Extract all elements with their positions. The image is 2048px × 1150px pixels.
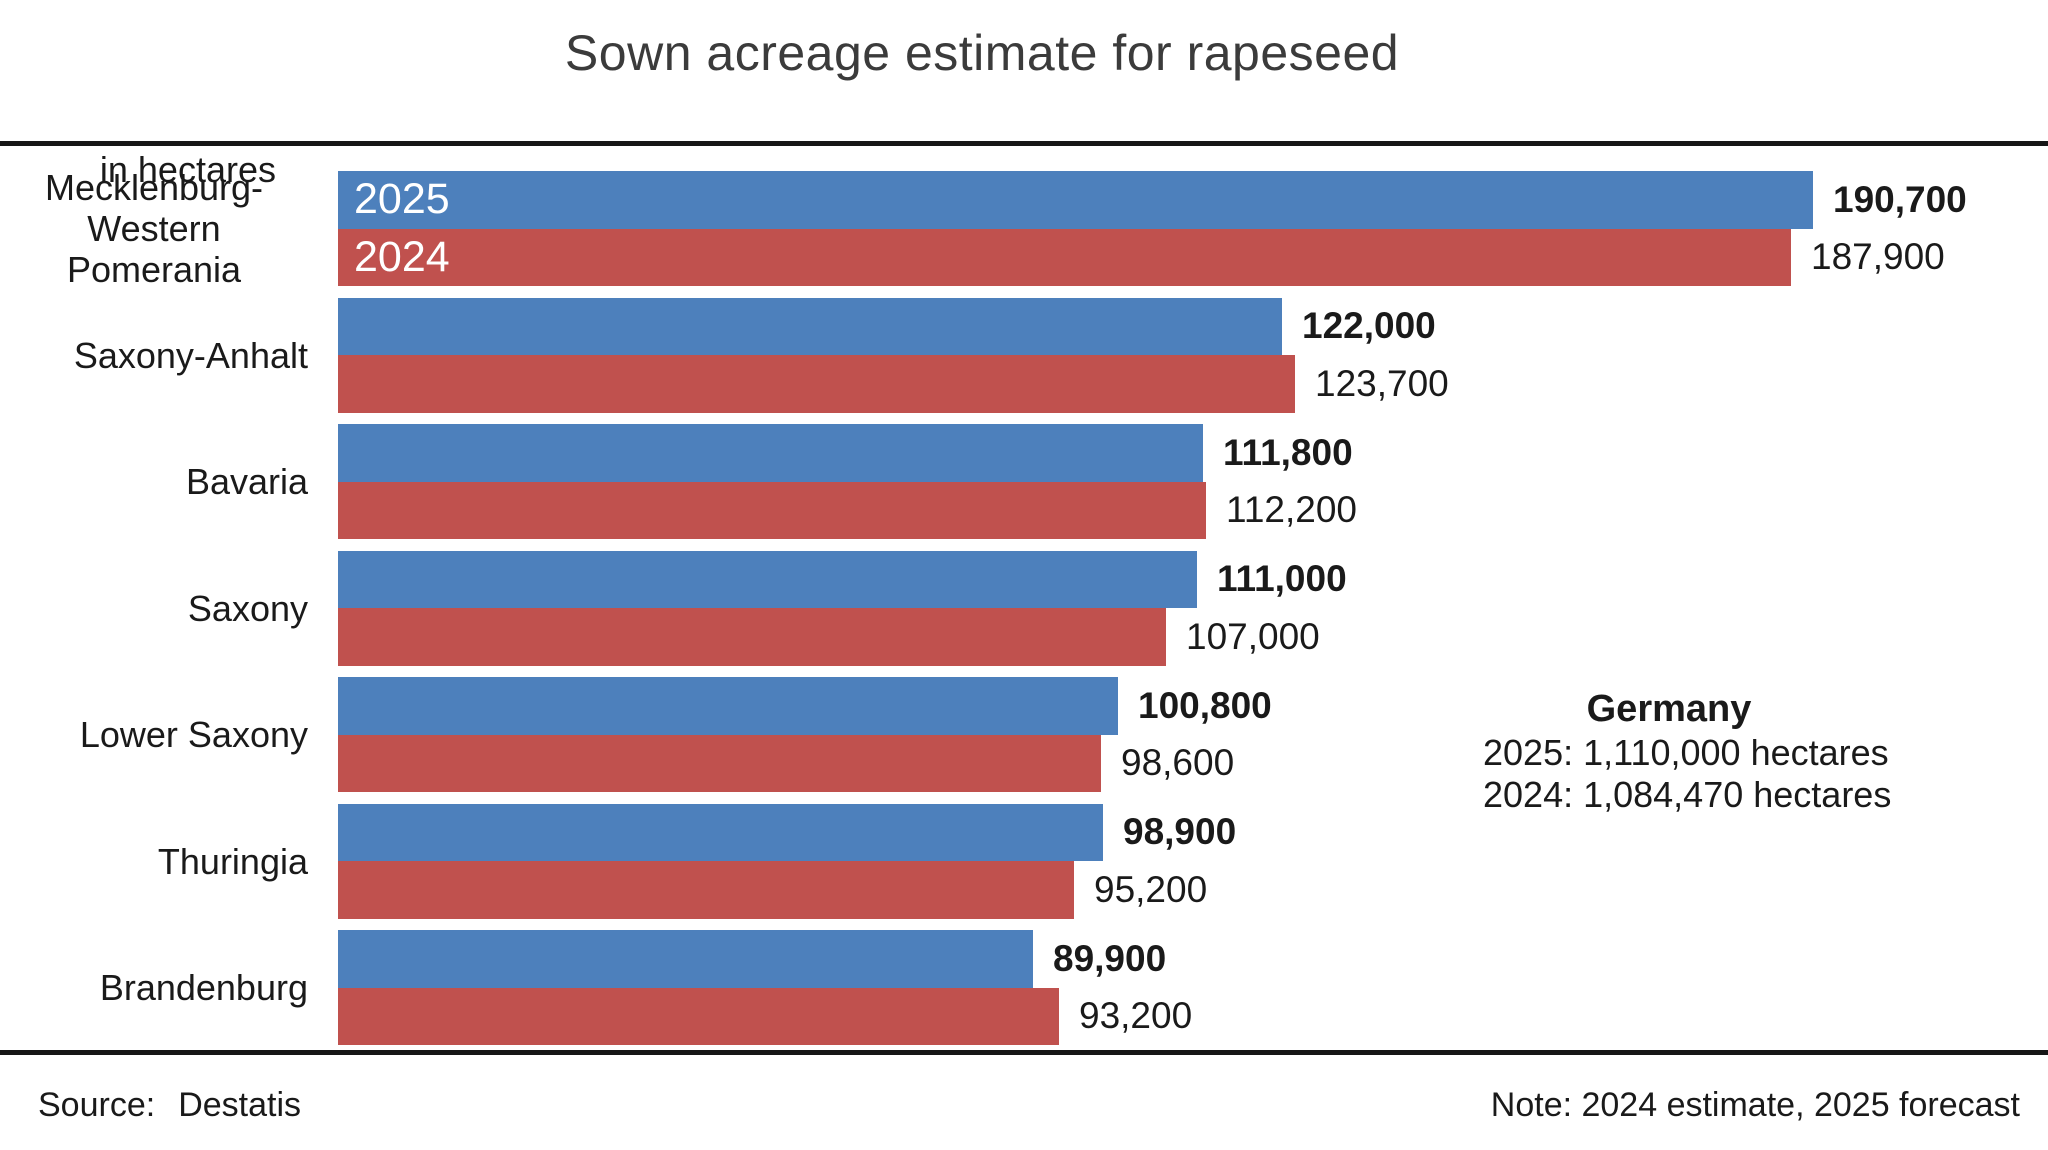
category-label: Thuringia <box>0 804 308 919</box>
bottom-rule <box>0 1050 2048 1055</box>
series-label-2025: 2025 <box>354 175 450 224</box>
annotation-line-2025: 2025: 1,110,000 hectares <box>1483 732 1889 773</box>
chart-row: Thuringia 98,900 95,200 <box>0 803 2048 919</box>
category-label: Mecklenburg- Western Pomerania <box>0 167 308 290</box>
chart-row: Saxony-Anhalt 122,000 123,700 <box>0 297 2048 413</box>
category-label-text: Lower Saxony <box>79 714 308 755</box>
bar-2024 <box>338 987 1059 1045</box>
category-label: Lower Saxony <box>0 677 308 792</box>
chart-row: Bavaria 111,800 112,200 <box>0 424 2048 539</box>
category-label-text: Brandenburg <box>99 967 308 1008</box>
germany-annotation: Germany 2025: 1,110,000 hectares 2024: 1… <box>1483 686 1892 816</box>
bar-2024: 2024 <box>338 228 1791 286</box>
value-label-2024: 112,200 <box>1226 489 1357 531</box>
category-label-text: Thuringia <box>157 840 308 882</box>
value-label-2025: 122,000 <box>1302 305 1436 347</box>
value-label-2024: 98,600 <box>1121 742 1235 784</box>
chart-row: Mecklenburg- Western Pomerania 2025 190,70… <box>0 167 2048 290</box>
value-label-2025: 111,800 <box>1223 431 1353 473</box>
value-label-2024: 187,900 <box>1811 236 1945 278</box>
top-rule <box>0 141 2048 146</box>
value-label-2024: 93,200 <box>1079 995 1193 1037</box>
value-label-2024: 95,200 <box>1094 868 1208 910</box>
category-label: Saxony <box>0 551 308 666</box>
value-label-2025: 89,900 <box>1053 937 1167 979</box>
value-label-2025: 100,800 <box>1138 684 1272 726</box>
value-label-2025: 190,700 <box>1833 178 1967 220</box>
category-label: Bavaria <box>0 424 308 539</box>
unit-label: in hectares <box>99 149 276 190</box>
chart-title: Sown acreage estimate for rapeseed <box>564 25 1400 81</box>
chart-row: Brandenburg 89,900 93,200 <box>0 930 2048 1045</box>
note-line: Note: 2024 estimate, 2025 forecast <box>1490 1086 2020 1124</box>
bar-2025 <box>338 424 1203 482</box>
value-label-2024: 107,000 <box>1186 615 1320 657</box>
bar-2024 <box>338 734 1101 792</box>
bar-2025 <box>338 297 1282 355</box>
category-label-text: Saxony-Anhalt <box>73 334 308 376</box>
category-label: Saxony-Anhalt <box>0 298 308 413</box>
bar-2025 <box>338 550 1197 608</box>
value-label-2024: 123,700 <box>1315 362 1449 404</box>
bar-2024 <box>338 355 1295 413</box>
chart-row: Lower Saxony 100,800 98,600 <box>0 677 2048 792</box>
source-value: Destatis <box>178 1086 302 1124</box>
annotation-title: Germany <box>1586 688 1752 730</box>
annotation-line-2024: 2024: 1,084,470 hectares <box>1483 774 1892 815</box>
chart-row: Saxony 111,000 107,000 <box>0 550 2048 666</box>
category-label-text: Bavaria <box>185 461 308 502</box>
value-label-2025: 98,900 <box>1123 811 1237 853</box>
bar-2025 <box>338 803 1103 861</box>
category-label-text: Saxony <box>187 587 308 629</box>
source-label: Source: <box>38 1086 156 1124</box>
bar-2024 <box>338 608 1166 666</box>
bar-2024 <box>338 861 1074 919</box>
bar-2024 <box>338 481 1206 539</box>
series-label-2024: 2024 <box>354 232 450 281</box>
source-line: Source: Destatis <box>38 1086 301 1125</box>
category-label-text: Mecklenburg- Western Pomerania <box>44 167 264 290</box>
bar-2025: 2025 <box>338 171 1813 229</box>
bar-2025 <box>338 930 1033 988</box>
category-label: Brandenburg <box>0 930 308 1045</box>
value-label-2025: 111,000 <box>1217 558 1347 600</box>
bar-2025 <box>338 677 1118 735</box>
